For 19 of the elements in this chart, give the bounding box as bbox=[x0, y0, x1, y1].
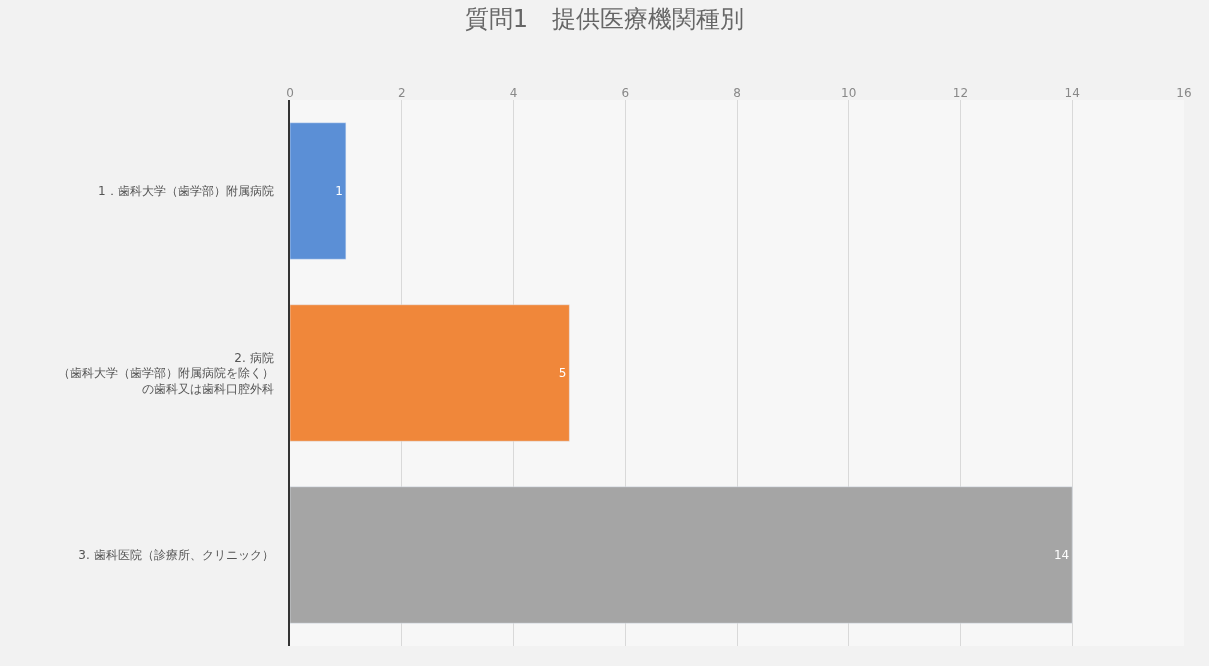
bar bbox=[290, 486, 1073, 624]
x-tick-label: 4 bbox=[509, 85, 518, 100]
data-label: 14 bbox=[1053, 548, 1070, 562]
x-tick-label: 16 bbox=[1176, 85, 1192, 100]
y-tick-label: 1．歯科大学（歯学部）附属病院 bbox=[97, 184, 274, 199]
bar bbox=[290, 122, 347, 260]
y-tick-label: 2. 病院（歯科大学（歯学部）附属病院を除く）の歯科又は歯科口腔外科 bbox=[57, 350, 274, 396]
x-tick-label: 0 bbox=[286, 85, 294, 100]
data-label: 5 bbox=[558, 366, 567, 380]
chart-title: 質問1 提供医療機関種別 bbox=[464, 4, 745, 33]
y-tick-label: 3. 歯科医院（診療所、クリニック） bbox=[78, 548, 274, 563]
bar bbox=[290, 304, 570, 442]
x-tick-label: 12 bbox=[952, 85, 969, 100]
x-tick-label: 14 bbox=[1064, 85, 1080, 100]
x-tick-label: 8 bbox=[733, 85, 741, 100]
x-tick-label: 6 bbox=[621, 85, 630, 100]
x-tick-label: 10 bbox=[841, 85, 857, 100]
x-tick-label: 2 bbox=[397, 85, 406, 100]
data-label: 1 bbox=[335, 184, 343, 198]
